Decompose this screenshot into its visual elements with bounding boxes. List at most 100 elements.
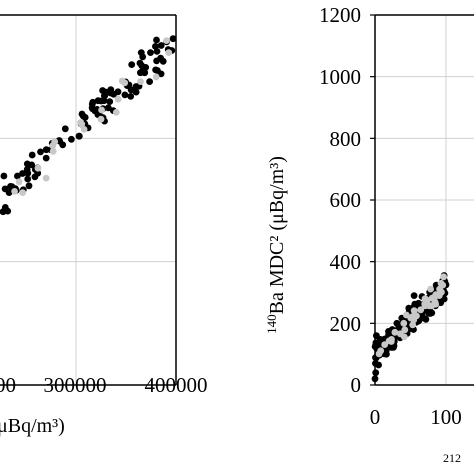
left-data-point: [121, 91, 129, 99]
left-x-tick-label: 00: [0, 373, 16, 397]
left-data-point: [42, 174, 50, 182]
left-data-point: [146, 78, 154, 85]
right-data-point: [410, 307, 418, 315]
right-data-point: [430, 295, 438, 303]
right-y-tick-label: 1000: [319, 65, 361, 89]
left-data-point: [139, 53, 147, 61]
right-data-point: [391, 328, 399, 336]
right-data-point: [382, 346, 390, 354]
left-data-point: [24, 169, 32, 177]
right-y-axis-label: 140Ba MDC² (μBq/m³): [264, 156, 289, 334]
left-data-point: [1, 185, 9, 193]
left-data-point: [34, 164, 42, 172]
right-data-point: [409, 321, 417, 329]
left-data-point: [118, 77, 126, 85]
left-data-point: [15, 178, 23, 186]
left-plot-frame: [0, 14, 177, 386]
right-data-point: [409, 313, 416, 320]
left-data-point: [157, 70, 165, 78]
left-data-point: [23, 160, 31, 168]
right-x-axis-label-fragment: 212: [443, 451, 461, 465]
left-data-point: [147, 49, 154, 56]
left-x-tick-label: 400000: [145, 373, 208, 397]
right-y-tick-label: 800: [330, 127, 362, 151]
left-data-point: [25, 182, 33, 190]
left-data-point: [49, 147, 57, 155]
left-data-point: [97, 115, 105, 123]
left-data-point: [11, 188, 18, 195]
left-data-point: [141, 69, 149, 77]
left-data-point: [152, 43, 159, 50]
right-data-point: [440, 273, 447, 281]
right-grid: [375, 15, 474, 385]
right-data-point: [440, 295, 448, 303]
left-data-point: [78, 110, 86, 118]
right-data-point: [403, 311, 410, 319]
right-data-point: [396, 330, 404, 338]
left-data-point: [89, 105, 96, 113]
left-data-point: [42, 154, 50, 162]
left-data-point: [51, 138, 59, 146]
left-data-point: [153, 36, 160, 44]
left-data-point: [61, 125, 69, 133]
left-data-point: [101, 92, 108, 100]
left-data-point: [127, 86, 135, 94]
right-data-point: [385, 328, 392, 335]
right-y-axis-label-superscript: 140: [264, 314, 279, 334]
left-data-point: [157, 54, 165, 62]
right-data-point: [432, 300, 439, 308]
right-data-point: [401, 326, 409, 334]
left-x-tick-label: 300000: [44, 373, 107, 397]
left-data-point: [104, 104, 112, 112]
left-data-point: [114, 95, 122, 103]
left-data-point: [106, 98, 114, 105]
right-y-axis-label-text: Ba MDC² (μBq/m³): [266, 156, 288, 314]
left-data-point: [89, 98, 97, 106]
right-y-tick-label: 600: [330, 188, 362, 212]
left-data-point: [80, 125, 88, 133]
left-data-point: [97, 97, 105, 105]
right-x-tick-label: 0: [370, 405, 381, 429]
left-data-point: [169, 35, 177, 43]
left-data-point: [128, 61, 136, 68]
right-data-point: [427, 285, 434, 293]
right-data-point: [400, 319, 408, 327]
right-data-point: [426, 310, 434, 317]
right-points: [371, 272, 450, 383]
left-data-point: [112, 109, 120, 116]
left-data-point: [59, 141, 67, 149]
right-y-tick-label: 0: [351, 373, 362, 397]
left-panel: 00 300000 400000 μBq/m³): [0, 14, 208, 437]
left-data-point: [152, 73, 160, 81]
left-data-point: [157, 42, 165, 49]
right-data-point: [411, 300, 419, 308]
left-data-point: [0, 172, 8, 180]
left-points: [0, 35, 177, 216]
right-y-tick-label: 200: [330, 312, 362, 336]
left-data-point: [98, 106, 105, 114]
right-data-point: [385, 337, 393, 345]
right-y-tick-label: 1200: [319, 3, 361, 27]
left-data-point: [137, 78, 144, 85]
left-x-axis-label: μBq/m³): [0, 415, 65, 437]
right-x-tick-label: 100: [430, 405, 462, 429]
left-data-point: [165, 49, 173, 56]
right-y-tick-label: 400: [330, 250, 362, 274]
left-data-point: [14, 172, 21, 180]
right-data-point: [417, 306, 425, 314]
left-data-point: [31, 173, 39, 181]
right-data-point: [410, 292, 418, 299]
left-data-point: [19, 170, 26, 177]
right-data-point: [373, 332, 380, 340]
left-data-point: [68, 135, 75, 143]
right-data-point: [375, 350, 383, 358]
left-data-point: [75, 132, 83, 140]
left-data-point: [127, 93, 135, 100]
right-data-point: [423, 297, 431, 305]
left-data-point: [4, 207, 12, 215]
left-data-point: [163, 37, 170, 44]
left-grid: [0, 15, 176, 385]
left-data-point: [78, 120, 86, 128]
left-data-point: [19, 189, 27, 197]
